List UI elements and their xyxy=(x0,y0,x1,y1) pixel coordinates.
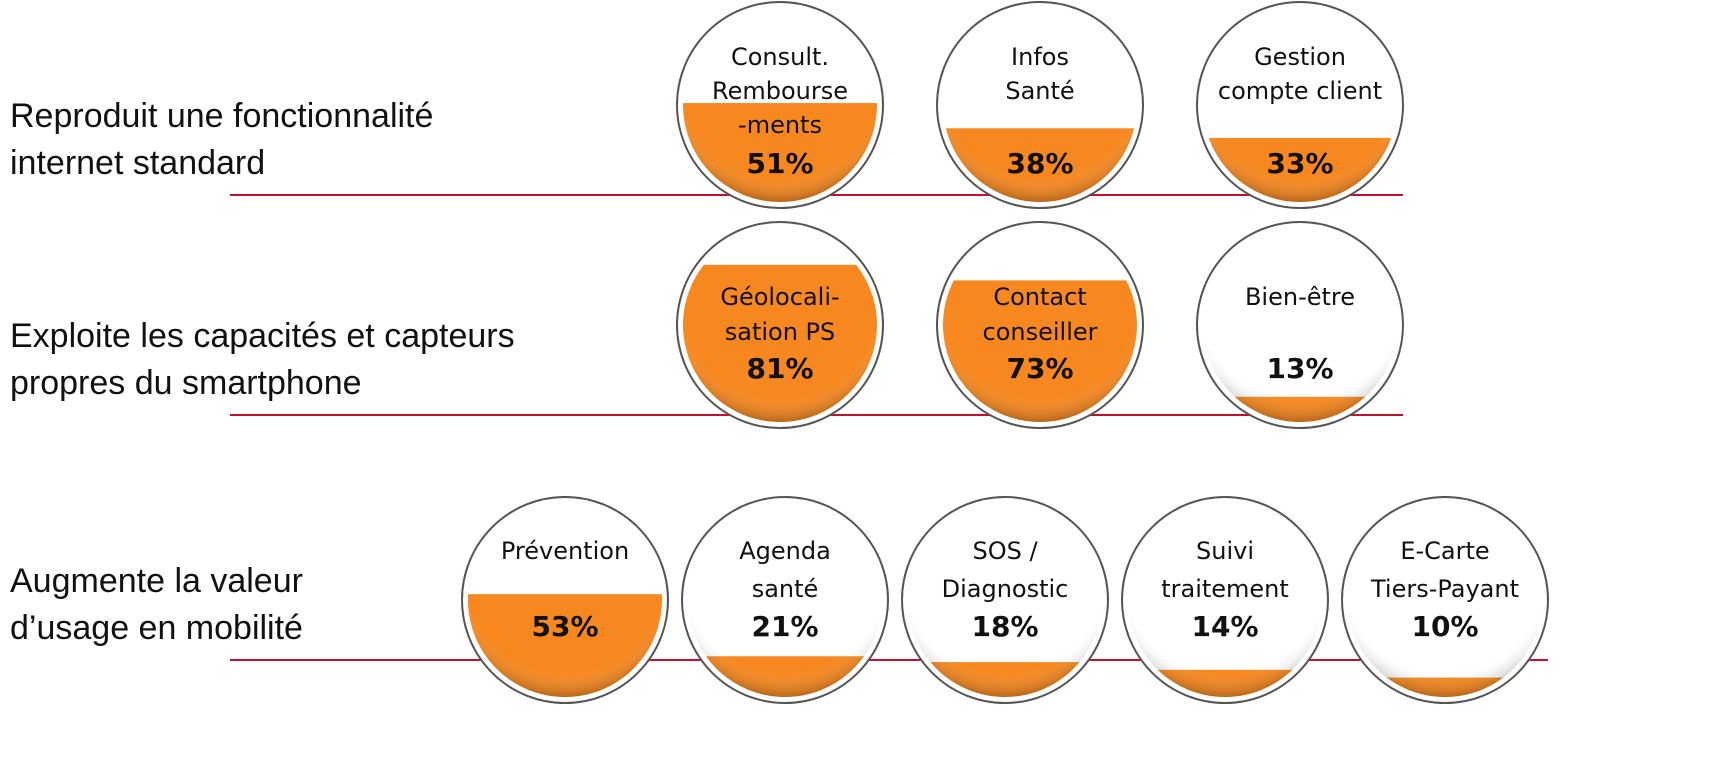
category-label: traitement xyxy=(1161,575,1289,603)
value-label: 33% xyxy=(1266,147,1333,180)
circle-shine xyxy=(468,503,662,697)
group-label: Augmente la valeur xyxy=(10,562,303,600)
value-label: 73% xyxy=(1006,352,1073,385)
value-label: 51% xyxy=(746,147,813,180)
category-label: E-Carte xyxy=(1400,537,1489,565)
value-label: 14% xyxy=(1191,610,1258,643)
category-label: santé xyxy=(752,575,819,603)
circle-shine xyxy=(1128,503,1322,697)
value-label: 81% xyxy=(746,352,813,385)
category-label: Santé xyxy=(1005,77,1074,105)
category-label: Consult. xyxy=(731,43,829,71)
category-label: Diagnostic xyxy=(942,575,1069,603)
value-label: 18% xyxy=(971,610,1038,643)
circle-shine xyxy=(683,8,877,202)
category-label: Géolocali- xyxy=(720,283,839,311)
group-label: internet standard xyxy=(10,144,265,182)
value-label: 38% xyxy=(1006,147,1073,180)
circle-shine xyxy=(683,228,877,422)
category-label: Agenda xyxy=(739,537,831,565)
category-label: Infos xyxy=(1011,43,1069,71)
group-label: Reproduit une fonctionnalité xyxy=(10,97,433,135)
category-label: Rembourse xyxy=(712,77,848,105)
circle-shine xyxy=(1203,8,1397,202)
group-label: d’usage en mobilité xyxy=(10,609,303,647)
circle-shine xyxy=(1348,503,1542,697)
category-label: Bien-être xyxy=(1245,283,1355,311)
category-label: compte client xyxy=(1218,77,1382,105)
category-label: Gestion xyxy=(1254,43,1346,71)
category-label: SOS / xyxy=(972,537,1038,565)
circle-shine xyxy=(688,503,882,697)
category-label: Tiers-Payant xyxy=(1370,575,1519,603)
category-label: Prévention xyxy=(501,537,629,565)
group-label: propres du smartphone xyxy=(10,364,362,402)
category-label: sation PS xyxy=(725,318,836,346)
circle-shine xyxy=(1203,228,1397,422)
category-label: -ments xyxy=(738,111,822,139)
circle-shine xyxy=(908,503,1102,697)
group-label: Exploite les capacités et capteurs xyxy=(10,317,515,355)
value-label: 10% xyxy=(1411,610,1478,643)
circle-shine xyxy=(943,8,1137,202)
value-label: 21% xyxy=(751,610,818,643)
value-label: 13% xyxy=(1266,352,1333,385)
category-label: Suivi xyxy=(1196,537,1254,565)
circle-shine xyxy=(943,228,1137,422)
value-label: 53% xyxy=(531,610,598,643)
category-label: Contact xyxy=(993,283,1086,311)
category-label: conseiller xyxy=(983,318,1098,346)
